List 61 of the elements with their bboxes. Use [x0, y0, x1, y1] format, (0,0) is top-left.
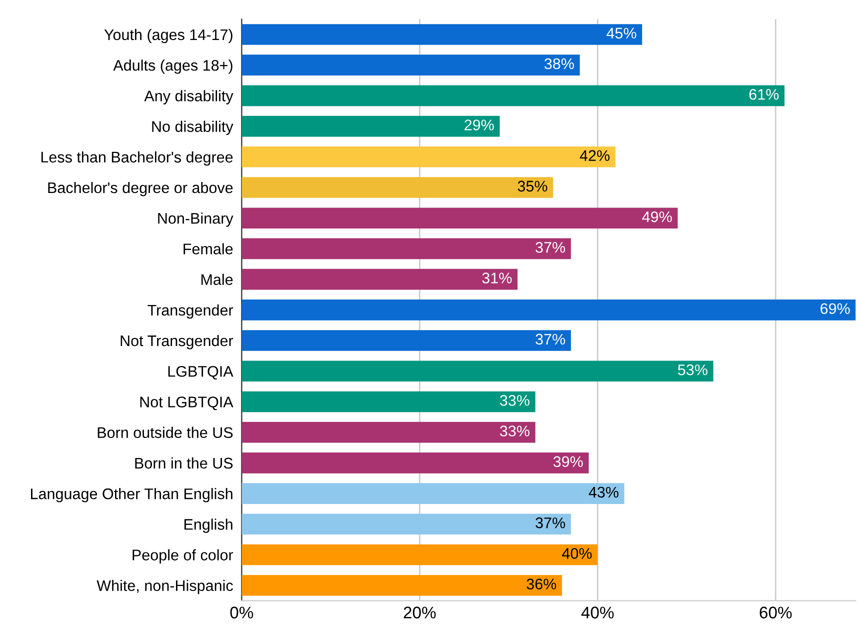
y-tick-label: Youth (ages 14-17): [104, 28, 232, 44]
y-tick-label: No disability: [152, 120, 234, 135]
bar: [242, 54, 580, 76]
bar: [242, 146, 616, 168]
bar: [242, 514, 571, 535]
data-label: 69%: [820, 303, 850, 314]
data-label: 37%: [536, 334, 566, 345]
bar: [242, 544, 598, 566]
bar: [242, 238, 571, 260]
x-tick-label: 40%: [581, 606, 614, 618]
y-tick-label: Non-Binary: [158, 212, 234, 227]
y-tick-label: Adults (ages 18+): [113, 60, 232, 74]
y-tick-label: Less than Bachelor's degree: [41, 151, 233, 166]
y-tick-label: Born in the US: [135, 457, 233, 469]
data-label: 37%: [536, 517, 566, 528]
data-label: 31%: [482, 272, 512, 284]
bar: [242, 208, 678, 229]
bar: [242, 422, 536, 443]
data-label: 33%: [500, 426, 530, 436]
data-label: 38%: [544, 58, 574, 70]
data-label: 61%: [749, 88, 779, 100]
x-tick-label: 60%: [760, 606, 792, 618]
data-label: 29%: [464, 120, 494, 130]
data-label: 39%: [553, 456, 583, 468]
bar: [242, 268, 518, 290]
y-tick-label: English: [184, 518, 232, 533]
y-tick-label: Not LGBTQIA: [140, 396, 234, 410]
bar: [242, 177, 554, 198]
data-label: 35%: [518, 180, 548, 192]
x-tick-label: 0%: [230, 606, 254, 618]
bar: [242, 483, 624, 504]
bar: [242, 116, 500, 137]
data-label: 45%: [606, 28, 636, 39]
y-tick-label: Female: [184, 243, 233, 254]
y-tick-label: Any disability: [144, 90, 234, 104]
data-label: 40%: [562, 548, 592, 559]
data-label: 36%: [526, 578, 556, 590]
data-label: 53%: [678, 364, 708, 376]
bar: [242, 24, 642, 45]
y-tick-label: LGBTQIA: [168, 366, 234, 380]
bar: [242, 360, 714, 382]
bar: [242, 391, 536, 412]
bar: [242, 300, 856, 320]
bar: [242, 85, 785, 106]
bar: [242, 330, 571, 351]
y-tick-label: Male: [201, 274, 233, 285]
bar: [242, 574, 562, 596]
data-label: 49%: [642, 211, 672, 222]
x-tick-label: 20%: [404, 606, 436, 618]
y-tick-label: People of color: [132, 549, 234, 564]
data-label: 37%: [536, 242, 566, 253]
data-label: 42%: [580, 150, 610, 161]
data-label: 43%: [588, 486, 618, 498]
data-label: 33%: [500, 395, 530, 406]
y-tick-label: Not Transgender: [120, 334, 234, 350]
bar: [242, 452, 589, 474]
y-tick-label: Language Other Than English: [31, 488, 232, 502]
y-tick-label: Born outside the US: [98, 426, 233, 438]
y-tick-label: Bachelor's degree or above: [48, 182, 233, 196]
y-tick-label: Transgender: [148, 304, 234, 319]
y-tick-label: White, non-Hispanic: [96, 580, 233, 594]
